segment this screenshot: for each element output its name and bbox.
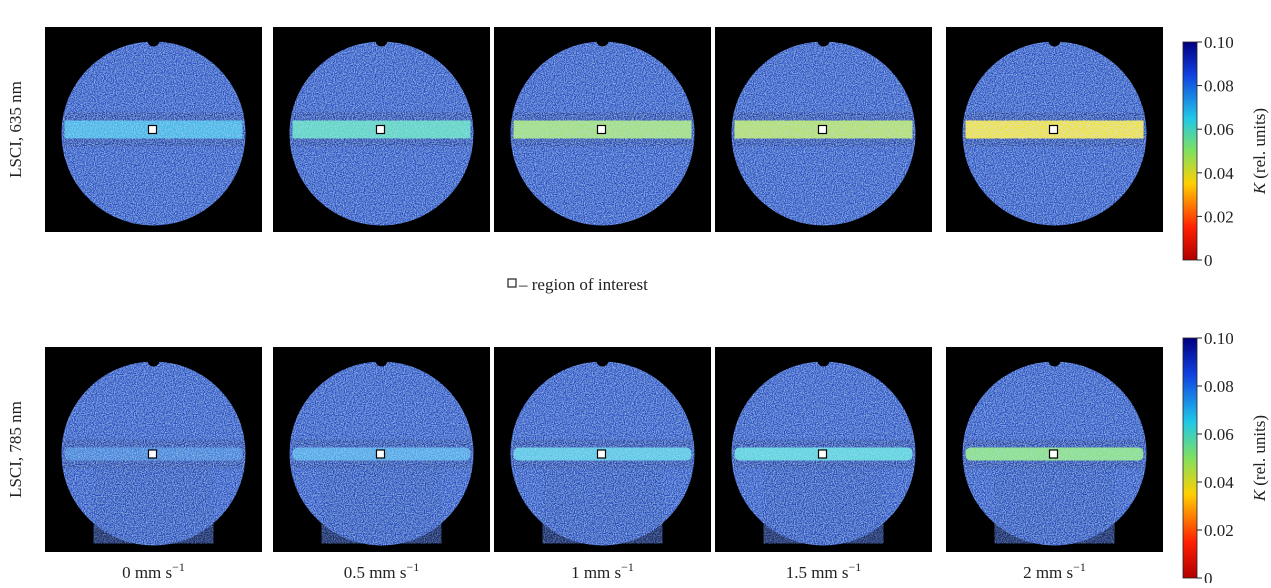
legend-text: – region of interest [518, 275, 648, 294]
colorbar-symbol: K [1250, 181, 1269, 195]
column-label-text: 1 mm s [571, 563, 621, 582]
row-label: LSCI, 635 nm [6, 81, 25, 178]
roi-marker [598, 450, 606, 458]
roi-icon [508, 279, 516, 287]
roi-marker [598, 126, 606, 134]
roi-marker [149, 450, 157, 458]
column-label-sup: −1 [407, 560, 420, 574]
colorbar-unit: (rel. units) [1250, 108, 1269, 179]
speckle-image [45, 347, 262, 552]
colorbar [1183, 42, 1197, 260]
column-label-text: 2 mm s [1023, 563, 1073, 582]
lower-shadow [322, 464, 442, 544]
lower-shadow [94, 464, 214, 544]
speckle-image [715, 27, 932, 232]
lower-shadow [764, 464, 884, 544]
colorbar-symbol: K [1250, 488, 1269, 502]
speckle-image [715, 347, 932, 552]
column-label: 1 mm s−1 [571, 560, 634, 582]
speckle-image [946, 27, 1163, 232]
colorbar-tick-label: 0.10 [1204, 329, 1234, 348]
colorbar [1183, 338, 1197, 578]
column-label: 1.5 mm s−1 [786, 560, 862, 582]
colorbar-unit: (rel. units) [1250, 415, 1269, 486]
colorbar-tick-label: 0.02 [1204, 521, 1234, 540]
colorbar-label: K (rel. units) [1250, 415, 1269, 502]
column-label-sup: −1 [172, 560, 185, 574]
colorbar-tick-label: 0.06 [1204, 425, 1234, 444]
roi-marker [1050, 450, 1058, 458]
colorbar-tick-label: 0 [1204, 251, 1213, 270]
speckle-image [273, 347, 490, 552]
colorbar-label: K (rel. units) [1250, 108, 1269, 195]
row-label: LSCI, 785 nm [6, 401, 25, 498]
colorbar-tick-label: 0.08 [1204, 77, 1234, 96]
column-label: 0.5 mm s−1 [344, 560, 420, 582]
speckle-image [273, 27, 490, 232]
column-label-sup: −1 [621, 560, 634, 574]
column-label-text: 1.5 mm s [786, 563, 849, 582]
speckle-image [946, 347, 1163, 552]
lower-shadow [543, 464, 663, 544]
colorbar-tick-label: 0.02 [1204, 207, 1234, 226]
colorbar-tick-label: 0.06 [1204, 120, 1234, 139]
column-label-sup: −1 [849, 560, 862, 574]
column-label-text: 0.5 mm s [344, 563, 407, 582]
roi-marker [819, 126, 827, 134]
roi-marker [377, 450, 385, 458]
colorbar-tick-label: 0.04 [1204, 473, 1234, 492]
roi-marker [377, 126, 385, 134]
column-label: 0 mm s−1 [122, 560, 185, 582]
colorbar-tick-label: 0.10 [1204, 33, 1234, 52]
roi-marker [1050, 126, 1058, 134]
column-label-text: 0 mm s [122, 563, 172, 582]
lower-shadow [995, 464, 1115, 544]
column-label-sup: −1 [1073, 560, 1086, 574]
roi-marker [149, 126, 157, 134]
colorbar-tick-label: 0.08 [1204, 377, 1234, 396]
speckle-image [45, 27, 262, 232]
speckle-image [494, 347, 711, 552]
colorbar-tick-label: 0.04 [1204, 164, 1234, 183]
roi-marker [819, 450, 827, 458]
figure: – region of interest LSCI, 635 nm 0 0.02 0.… [0, 0, 1271, 583]
speckle-image [494, 27, 711, 232]
column-label: 2 mm s−1 [1023, 560, 1086, 582]
colorbar-tick-label: 0 [1204, 569, 1213, 583]
